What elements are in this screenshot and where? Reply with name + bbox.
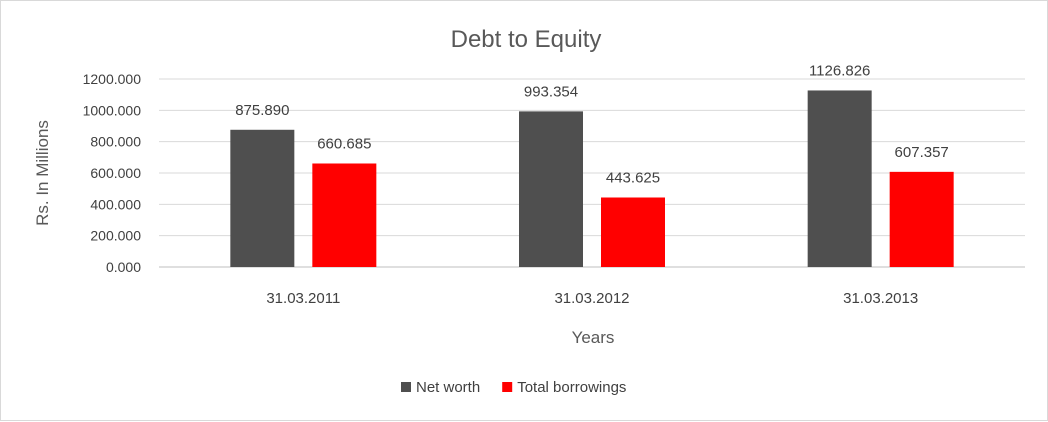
y-tick-label: 1000.000 [83,102,142,118]
data-label: 1126.826 [809,62,870,79]
legend-label: Total borrowings [517,379,626,396]
x-axis-categories: 31.03.2011 31.03.2012 31.03.2013 [266,290,918,307]
data-label: 993.354 [524,83,578,100]
gridlines [159,78,1025,268]
y-tick-label: 200.000 [90,228,141,244]
y-tick-label: 400.000 [90,196,141,212]
legend-swatch [502,382,513,392]
x-axis-label: Years [572,328,615,347]
data-label: 875.890 [235,102,289,119]
bar-net-worth [519,111,583,267]
chart-title: Debt to Equity [451,26,602,53]
x-category-label: 31.03.2013 [843,290,918,307]
y-tick-label: 0.000 [106,259,141,275]
bar-net-worth [807,90,872,267]
bar-total-borrowings [889,171,954,267]
y-axis-label: Rs. In Millions [33,120,52,226]
y-tick-label: 600.000 [90,165,141,181]
bars [230,90,954,267]
y-tick-label: 1200.000 [83,71,142,87]
x-category-label: 31.03.2011 [266,290,340,307]
data-label: 607.357 [895,144,949,161]
bar-total-borrowings [312,163,377,267]
y-tick-label: 800.000 [90,134,141,150]
bar-total-borrowings [601,197,665,267]
x-category-label: 31.03.2012 [554,290,629,307]
data-labels: 875.890 660.685 993.354 443.625 1126.826 607.… [235,62,949,186]
data-label: 443.625 [606,169,660,186]
bar-net-worth [230,129,295,267]
y-axis-ticks: 0.000 200.000 400.000 600.000 800.000 1000.00… [83,71,142,275]
legend-label: Net worth [416,379,480,396]
legend-swatch [401,382,411,392]
data-label: 660.685 [317,135,371,152]
legend: Net worth Total borrowings [401,379,626,396]
